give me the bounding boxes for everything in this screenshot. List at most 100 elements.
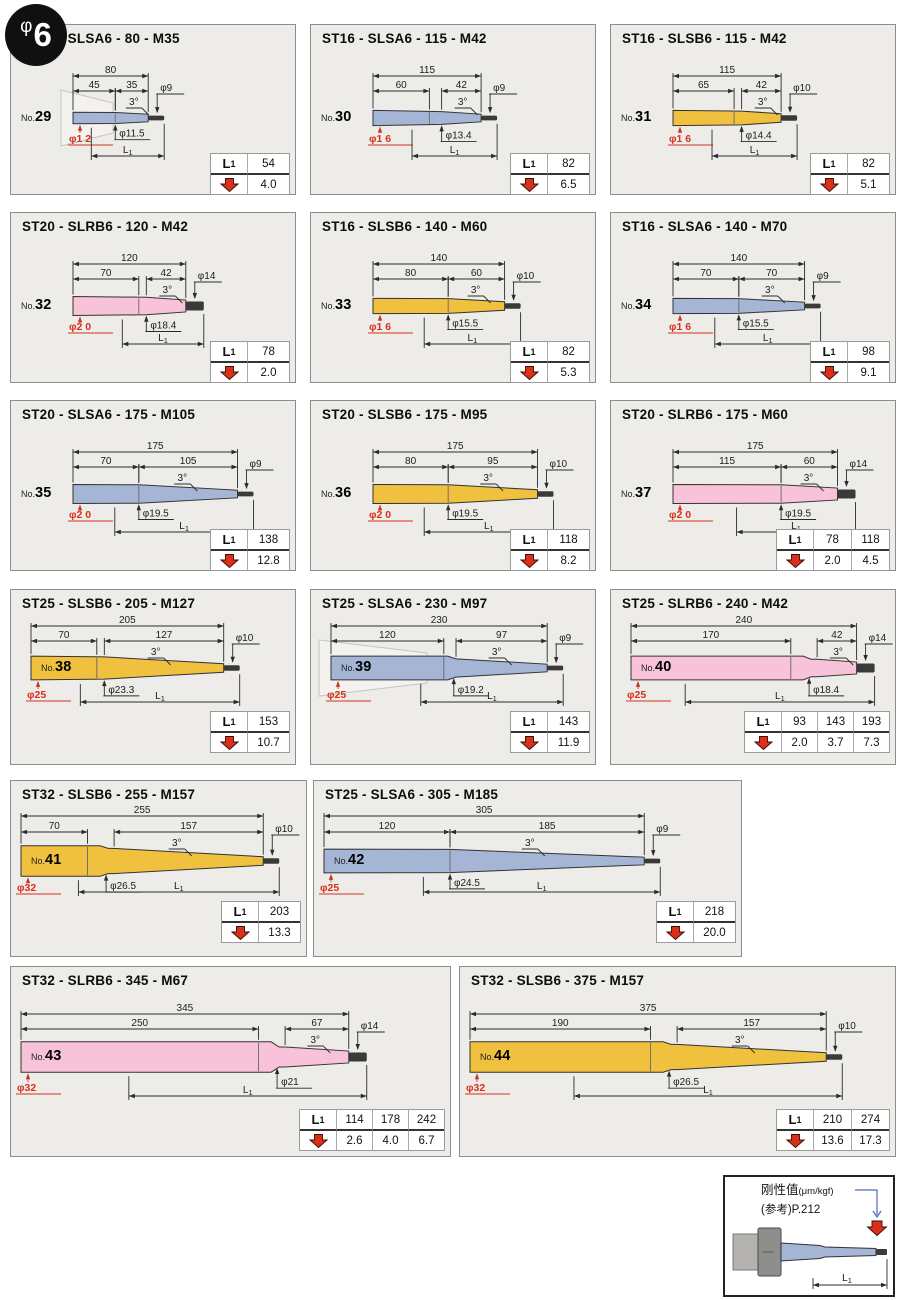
l1-table: L 1 82 5.1	[810, 153, 890, 195]
spec-panel-32: ST20 - SLRB6 - 120 - M42 120 70 42 φ14 3° φ18.…	[10, 212, 296, 383]
dim-arrow	[817, 638, 824, 644]
l1-table: L 1 138 12.8	[210, 529, 290, 571]
deflection-arrow-icon	[819, 365, 839, 380]
shank-dia-label: φ2 0	[369, 509, 391, 521]
panel-title: ST25 - SLRB6 - 240 - M42	[622, 596, 789, 611]
l1-table: L 1 98 9.1	[810, 341, 890, 383]
shank-dia-label: φ25	[327, 689, 346, 701]
dim-arrow	[80, 699, 87, 705]
dim-arrow	[491, 153, 498, 159]
tip-dia-label: φ14	[361, 1021, 379, 1032]
l1-value: 274	[851, 1110, 889, 1131]
shank-body	[20, 1041, 350, 1073]
seg2-dim-label: 42	[160, 268, 172, 279]
dim-arrow	[373, 449, 379, 455]
angle-label: 3°	[833, 647, 843, 658]
dim-arrow	[638, 829, 645, 835]
dim-arrow	[412, 153, 419, 159]
mid-dia-label: φ19.5	[143, 509, 169, 520]
total-dim-label: 305	[476, 805, 493, 816]
deflection-value: 6.7	[408, 1131, 444, 1150]
tip-dia-label: φ9	[559, 633, 571, 644]
dim-arrow	[231, 449, 238, 455]
no-prefix: No.	[334, 856, 349, 866]
thread-tip	[348, 1052, 367, 1062]
dim-arrow	[685, 699, 692, 705]
seg1-dim-label: 190	[552, 1018, 569, 1029]
total-dim-label: 255	[134, 805, 151, 816]
dim-arrow	[850, 638, 857, 644]
angle-label: 3°	[483, 473, 493, 484]
total-dim-label: 140	[430, 253, 447, 264]
panel-title: ST25 - SLSA6 - 230 - M97	[322, 596, 488, 611]
deflection-value: 6.5	[547, 175, 589, 194]
no-value: 41	[45, 852, 62, 868]
dim-line	[770, 107, 778, 116]
l1-table: L 1 78 118 2.0 4.5	[776, 529, 890, 571]
l1-label: L1	[842, 1273, 852, 1285]
no-prefix: No.	[21, 113, 36, 123]
dim-arrow	[573, 1093, 580, 1099]
shank-dia-label: φ1 6	[369, 133, 391, 145]
shank-body	[72, 483, 238, 505]
l1-value: 93	[781, 712, 817, 733]
deflection-arrow-cell	[657, 923, 693, 942]
deflection-value: 20.0	[693, 923, 735, 942]
dim-arrow	[257, 829, 264, 835]
deflection-arrow-cell	[211, 363, 247, 382]
thread-tip	[504, 303, 521, 309]
legend-callout-arrowhead	[872, 1210, 882, 1219]
dim-arrow	[511, 294, 516, 301]
dim-arrow	[836, 1093, 843, 1099]
dim-line	[175, 295, 183, 304]
deflection-value: 4.5	[851, 551, 889, 570]
dimension-drawing: 205 70 127 φ10 3° φ23.3 φ25 L1	[26, 615, 260, 706]
dim-arrow	[104, 638, 111, 644]
l1-value: 82	[547, 154, 589, 175]
l1-value: 82	[847, 154, 889, 175]
spec-panel-36: ST20 - SLSB6 - 175 - M95 175 80 95 φ10 3° φ19.…	[310, 400, 596, 571]
dim-arrow	[673, 73, 679, 79]
shank-dia-label: φ1 2	[69, 133, 91, 145]
shank-body	[323, 848, 645, 874]
panel-title: ST20 - SLRB6 - 175 - M60	[622, 407, 789, 422]
angle-label: 3°	[804, 473, 814, 484]
dim-arrow	[850, 623, 857, 629]
dim-arrow	[781, 464, 788, 470]
dim-arrow	[738, 276, 745, 282]
l1-dim-label: L1	[450, 145, 460, 157]
shank-body	[330, 655, 548, 681]
spec-panel-38: ST25 - SLSB6 - 205 - M127 205 70 127 φ10 3° φ2…	[10, 589, 296, 765]
item-number: No.31	[621, 108, 652, 127]
mid-dia-label: φ26.5	[673, 1077, 699, 1088]
dim-arrow	[868, 699, 875, 705]
shank-dia-label: φ1 6	[669, 133, 691, 145]
deflection-arrow-icon	[219, 735, 239, 750]
deflection-arrow-cell	[811, 363, 847, 382]
item-number: No.40	[641, 658, 672, 677]
dim-arrow	[673, 464, 679, 470]
dim-arrow	[73, 261, 79, 267]
dim-arrow	[654, 889, 661, 895]
dim-arrow	[831, 464, 838, 470]
seg1-dim-label: 60	[396, 80, 408, 91]
dim-arrow	[231, 464, 238, 470]
l1-dim-label: L1	[155, 691, 165, 703]
angle-label: 3°	[151, 647, 161, 658]
deflection-arrow-icon	[230, 925, 250, 940]
seg2-dim-label: 42	[756, 80, 768, 91]
shank-body	[30, 655, 225, 681]
dimension-drawing: 115 65 42 φ10 3° φ14.4 φ1 6 L1	[668, 65, 818, 160]
shank-dia-label: φ2 0	[69, 321, 91, 333]
seg2-dim-label: 35	[126, 80, 138, 91]
l1-table: L 1 82 6.5	[510, 153, 590, 195]
dim-arrow	[798, 276, 805, 282]
spec-panel-34: ST16 - SLSA6 - 140 - M70 140 70 70 φ9 3° φ15.5…	[610, 212, 896, 383]
deflection-value: 13.3	[258, 923, 300, 942]
